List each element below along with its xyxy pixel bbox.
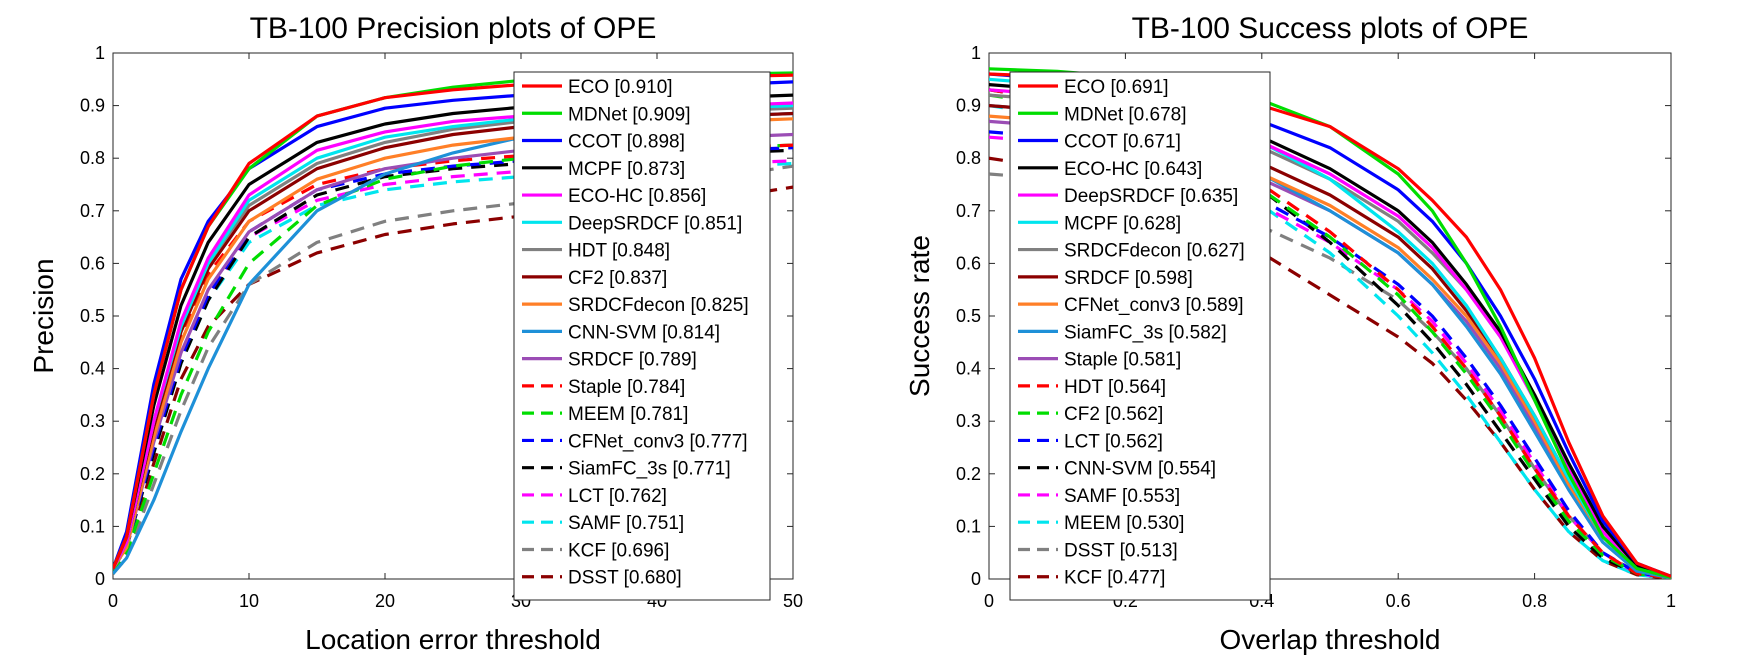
success-ytick-label: 0 <box>971 569 981 589</box>
success-chart: TB-100 Success plots of OPE 0 0.1 0.2 0.3 0.4… <box>904 12 1676 655</box>
legend-label-kcf: KCF [0.696] <box>568 540 669 561</box>
precision-xtick-label: 50 <box>783 591 803 611</box>
precision-ytick-label: 0.5 <box>80 306 105 326</box>
series-line-kcf <box>113 164 793 575</box>
legend-label-samf: SAMF [0.553] <box>1064 486 1180 507</box>
legend-label-mdnet: MDNet [0.678] <box>1064 104 1187 125</box>
precision-legend: ECO [0.910] MDNet [0.909] CCOT [0.898] MCPF… <box>513 71 771 601</box>
legend-label-meem: MEEM [0.781] <box>568 404 688 425</box>
precision-ytick-label: 0.7 <box>80 201 105 221</box>
precision-xtick-label: 10 <box>239 591 259 611</box>
success-yaxis-label: Success rate <box>904 235 935 397</box>
legend-label-mdnet: MDNet [0.909] <box>568 104 691 125</box>
success-ytick-label: 0.3 <box>956 411 981 431</box>
legend-label-srdcf: SRDCF [0.789] <box>568 350 697 371</box>
precision-ytick-label: 0.6 <box>80 253 105 273</box>
legend-label-deepsrdcf: DeepSRDCF [0.635] <box>1064 186 1238 207</box>
success-ytick-label: 0.4 <box>956 359 981 379</box>
legend-label-hdt: HDT [0.564] <box>1064 377 1166 398</box>
legend-label-eco: ECO [0.910] <box>568 77 673 98</box>
precision-chart: TB-100 Precision plots of OPE 0 0.1 0.2 0.3 0… <box>28 12 803 655</box>
legend-label-cnn-svm: CNN-SVM [0.554] <box>1064 459 1216 480</box>
legend-label-ccot: CCOT [0.898] <box>568 132 685 153</box>
success-xtick-label: 0.6 <box>1386 591 1411 611</box>
legend-label-mcpf: MCPF [0.873] <box>568 159 685 180</box>
legend-label-eco-hc: ECO-HC [0.643] <box>1064 159 1202 180</box>
success-ytick-label: 0.8 <box>956 148 981 168</box>
success-ytick-label: 0.9 <box>956 96 981 116</box>
legend-label-siamfc-3s: SiamFC_3s [0.582] <box>1064 322 1227 343</box>
success-chart-title: TB-100 Success plots of OPE <box>1132 12 1529 45</box>
legend-label-cf2: CF2 [0.837] <box>568 268 667 289</box>
legend-label-ccot: CCOT [0.671] <box>1064 132 1181 153</box>
precision-ytick-label: 0.3 <box>80 411 105 431</box>
legend-label-cnn-svm: CNN-SVM [0.814] <box>568 322 720 343</box>
legend-label-srdcfdecon: SRDCFdecon [0.627] <box>1064 241 1245 262</box>
success-ytick-label: 0.5 <box>956 306 981 326</box>
legend-label-mcpf: MCPF [0.628] <box>1064 213 1181 234</box>
success-ytick-label: 0.7 <box>956 201 981 221</box>
legend-label-cfnet-conv3: CFNet_conv3 [0.777] <box>568 431 748 452</box>
legend-label-cfnet-conv3: CFNet_conv3 [0.589] <box>1064 295 1244 316</box>
precision-ytick-label: 0.4 <box>80 359 105 379</box>
precision-ytick-label: 0 <box>95 569 105 589</box>
precision-xaxis-label: Location error threshold <box>305 624 601 655</box>
success-xtick-label: 1 <box>1666 591 1676 611</box>
legend-label-srdcf: SRDCF [0.598] <box>1064 268 1193 289</box>
success-ytick-label: 0.6 <box>956 253 981 273</box>
legend-label-dsst: DSST [0.680] <box>568 568 682 589</box>
precision-ytick-label: 0.8 <box>80 148 105 168</box>
precision-chart-title: TB-100 Precision plots of OPE <box>250 12 657 45</box>
legend-label-staple: Staple [0.784] <box>568 377 685 398</box>
success-xaxis-label: Overlap threshold <box>1219 624 1440 655</box>
precision-xtick-label: 20 <box>375 591 395 611</box>
precision-ytick-label: 0.9 <box>80 96 105 116</box>
legend-label-eco-hc: ECO-HC [0.856] <box>568 186 706 207</box>
legend-label-siamfc-3s: SiamFC_3s [0.771] <box>568 459 731 480</box>
success-ytick-label: 1 <box>971 43 981 63</box>
precision-ytick-label: 1 <box>95 43 105 63</box>
precision-ytick-label: 0.1 <box>80 516 105 536</box>
legend-label-srdcfdecon: SRDCFdecon [0.825] <box>568 295 749 316</box>
precision-yaxis-label: Precision <box>28 258 59 373</box>
precision-xtick-label: 0 <box>108 591 118 611</box>
legend-label-cf2: CF2 [0.562] <box>1064 404 1163 425</box>
precision-legend-box <box>513 71 771 601</box>
legend-label-lct: LCT [0.562] <box>1064 431 1163 452</box>
legend-label-dsst: DSST [0.513] <box>1064 540 1178 561</box>
legend-label-eco: ECO [0.691] <box>1064 77 1169 98</box>
success-legend-box <box>1009 71 1271 601</box>
success-ytick-label: 0.1 <box>956 516 981 536</box>
legend-label-deepsrdcf: DeepSRDCF [0.851] <box>568 213 742 234</box>
legend-label-kcf: KCF [0.477] <box>1064 568 1165 589</box>
precision-ytick-label: 0.2 <box>80 464 105 484</box>
legend-label-meem: MEEM [0.530] <box>1064 513 1184 534</box>
success-xtick-label: 0.8 <box>1522 591 1547 611</box>
legend-label-lct: LCT [0.762] <box>568 486 667 507</box>
success-legend: ECO [0.691] MDNet [0.678] CCOT [0.671] ECO-… <box>1009 71 1271 601</box>
legend-label-staple: Staple [0.581] <box>1064 350 1181 371</box>
success-ytick-label: 0.2 <box>956 464 981 484</box>
legend-label-samf: SAMF [0.751] <box>568 513 684 534</box>
success-xtick-label: 0 <box>984 591 994 611</box>
legend-label-hdt: HDT [0.848] <box>568 241 670 262</box>
